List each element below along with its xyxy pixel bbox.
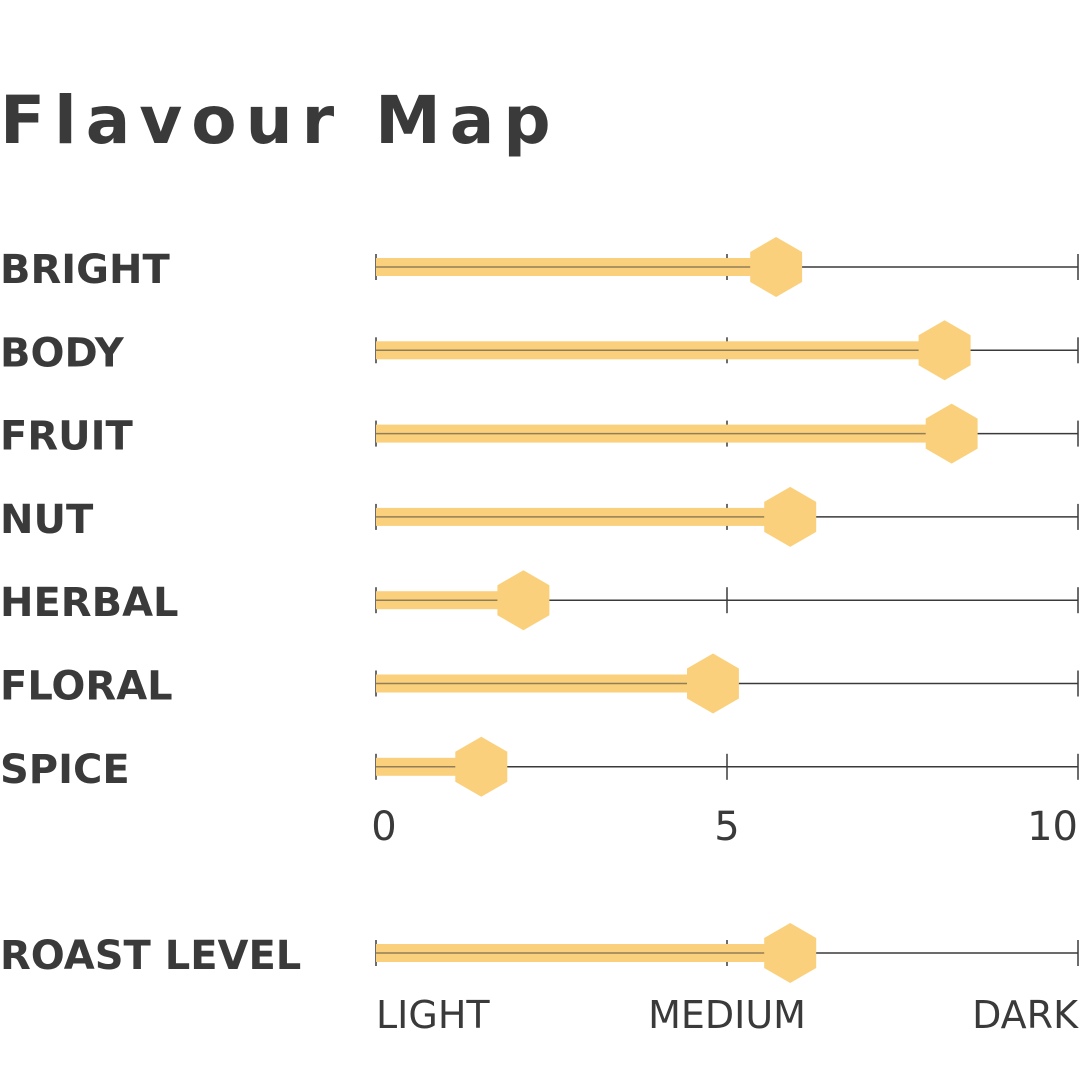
category-label: FRUIT: [0, 414, 133, 460]
category-label: BODY: [0, 330, 125, 376]
category-label: BRIGHT: [0, 247, 170, 293]
roast-scale-label: DARK: [972, 993, 1079, 1037]
x-tick-label: 5: [714, 804, 739, 850]
roast-scale-label: MEDIUM: [648, 993, 806, 1037]
roast-level-label: ROAST LEVEL: [0, 933, 301, 979]
roast-marker: [764, 923, 817, 983]
category-label: SPICE: [0, 747, 130, 793]
row-1-marker: [918, 320, 971, 381]
row-4-marker: [497, 570, 550, 631]
category-label: FLORAL: [0, 664, 173, 710]
row-0-marker: [750, 237, 803, 297]
category-label: NUT: [0, 497, 94, 543]
x-tick-label: 10: [1027, 804, 1078, 850]
chart-title: Flavour Map: [0, 82, 560, 159]
x-tick-label: 0: [371, 804, 396, 850]
row-6-marker: [455, 736, 508, 797]
row-5-marker: [687, 653, 739, 714]
roast-scale-label: LIGHT: [376, 993, 490, 1037]
category-label: HERBAL: [0, 580, 179, 626]
row-2-marker: [925, 403, 978, 464]
row-3-marker: [764, 486, 817, 547]
